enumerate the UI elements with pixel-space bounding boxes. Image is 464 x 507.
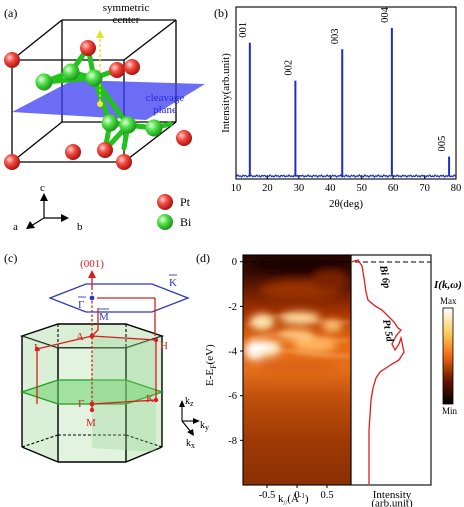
xrd-xtick-label: 60 [388, 183, 399, 194]
arpes-xtick-label: 0 [294, 490, 299, 501]
arpes-xtick-label: 0.5 [320, 490, 333, 501]
bulk-brillouin-zone [19, 323, 165, 463]
bi-atoms [35, 63, 163, 137]
pt-atoms [4, 40, 192, 170]
panel-d: (d) [196, 251, 462, 507]
colorbar-max: Max [440, 296, 457, 306]
arpes-ytick-label: 0 [232, 257, 237, 268]
xrd-peak-label: 005 [437, 136, 448, 152]
point-gamma-label: Γ [78, 398, 84, 410]
xrd-xtick-label: 50 [356, 183, 367, 194]
legend-bi-icon [157, 214, 173, 230]
xrd-xlabel: 2θ(deg) [329, 198, 363, 210]
point-k-label: K [146, 393, 154, 405]
point-l-label: L [34, 342, 41, 354]
xrd-plot-frame [235, 6, 457, 180]
ky-label: ky [200, 420, 209, 432]
legend-pt-label: Pt [180, 195, 191, 209]
xrd-xtick-label: 70 [419, 183, 430, 194]
symmetric-center-arrowhead [96, 30, 104, 38]
arpes-ytick-label: -8 [228, 436, 237, 447]
edc-annotation-bi6p: Bi 6p [377, 264, 392, 290]
arpes-xticks: -0.5 0 0.5 [259, 485, 334, 501]
panel-b-label: (b) [214, 6, 228, 20]
arpes-ylabel: E-EF(eV) [204, 344, 218, 386]
xrd-peak-label: 001 [238, 22, 249, 38]
arpes-xlabel: k//(Å-1) [278, 492, 309, 507]
symmetric-center-dot [97, 101, 103, 107]
cleavage-plane-label-2: plane [153, 104, 177, 116]
panel-a: (a) [4, 2, 205, 233]
lattice-axes [26, 193, 69, 229]
edc-annotation-pt5d: Pt 5d [380, 319, 395, 344]
xrd-ylabel: Intensity(arb.unit) [220, 53, 232, 133]
k-path [36, 275, 157, 410]
xrd-xtick-label: 20 [262, 183, 273, 194]
high-symmetry-dots [34, 295, 159, 413]
xrd-xtick-label: 80 [451, 183, 462, 194]
axis-c-label: c [40, 182, 45, 194]
point-a-label: A [76, 331, 84, 343]
edc-curve [350, 259, 405, 484]
colorbar-title: I(k,ω) [433, 279, 462, 291]
xrd-peak-label: 002 [283, 60, 294, 76]
panel-c: (c) [4, 251, 209, 463]
colorbar-min: Min [442, 406, 458, 416]
direction-001-label: (001) [80, 258, 104, 270]
k-bar-label: K [169, 277, 177, 289]
axis-a-label: a [13, 221, 18, 233]
axis-001-arrowhead [88, 270, 96, 278]
arpes-xtick-label: -0.5 [259, 490, 276, 501]
cleavage-plane-label-1: cleavage [146, 92, 185, 104]
gamma-bar-label: Γ [78, 299, 84, 311]
arpes-ytick-label: -6 [228, 391, 237, 402]
symmetric-center-label-2: center [113, 14, 140, 26]
edc-xlabel: Intensity [373, 489, 412, 501]
arpes-ytick-label: -2 [228, 302, 237, 313]
point-h-label: H [160, 340, 168, 352]
xrd-xticks: 10 20 30 40 50 60 70 80 [231, 175, 462, 194]
xrd-series: 001 002 003 004 005 [235, 6, 457, 179]
xrd-peak-label: 004 [380, 6, 391, 23]
panel-c-label: (c) [4, 251, 17, 265]
edc-xlabel-2: (arb.unit) [371, 498, 413, 507]
m-bar-label: M [99, 311, 109, 323]
legend-bi-label: Bi [180, 215, 192, 229]
xrd-baseline [235, 173, 457, 179]
point-m-label: M [86, 417, 96, 429]
xrd-xtick-label: 10 [231, 183, 242, 194]
panel-d-label: (d) [196, 251, 210, 265]
xrd-xtick-label: 30 [294, 183, 305, 194]
panel-b: (b) Intensity(arb.unit) 2θ(deg) 10 20 30 40… [214, 6, 461, 210]
arpes-yticks: 0 -2 -4 -6 -8 [228, 257, 243, 447]
legend-pt-icon [157, 194, 173, 210]
colorbar [442, 307, 454, 405]
xrd-xtick-label: 40 [325, 183, 336, 194]
arpes-heatmap [243, 255, 351, 485]
kx-label: kx [186, 438, 195, 450]
arpes-ytick-label: -4 [228, 347, 237, 358]
axis-b-label: b [77, 221, 83, 233]
panel-a-label: (a) [4, 6, 17, 20]
edc-frame [350, 254, 432, 486]
symmetric-center-label-1: symmetric [103, 2, 150, 14]
k-axes [179, 400, 200, 436]
xrd-peak-label: 003 [330, 29, 341, 45]
kz-label: kz [185, 396, 194, 408]
surface-brillouin-zone [48, 283, 190, 313]
